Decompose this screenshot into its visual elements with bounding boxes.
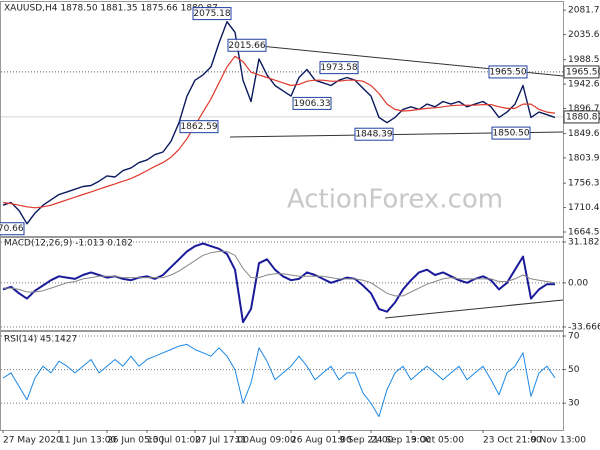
x-tick-label: 26 Jun 05:00 xyxy=(107,436,164,446)
y-tick-label: 70 xyxy=(568,332,580,342)
series-line xyxy=(2,242,555,324)
annotation-box xyxy=(319,61,359,75)
annotation-box xyxy=(488,65,528,79)
y-tick-label: 1756.35 xyxy=(568,179,600,189)
x-tick-label: 27 May 2020 xyxy=(3,436,62,446)
chart-title: XAUUSD,H4 1878.50 1881.35 1875.66 1880.8… xyxy=(4,4,218,14)
series-line xyxy=(2,55,556,209)
watermark: ActionForex.com xyxy=(287,185,503,215)
chart-title: MACD(12,26,9) -1.013 0.182 xyxy=(4,239,133,249)
chart-title: RSI(14) 45.1427 xyxy=(4,335,77,345)
level-label: 1965.50 xyxy=(566,67,600,77)
annotation-label: 1670.66 xyxy=(0,224,24,234)
annotation-box xyxy=(354,127,394,141)
y-tick-label: 1942.65 xyxy=(568,80,600,90)
annotation-box xyxy=(292,96,332,110)
annotation-box xyxy=(192,7,232,21)
y-tick-label: 0.00 xyxy=(568,278,588,288)
annotation-label: 1906.33 xyxy=(293,99,330,109)
x-tick-label: 9 Nov 13:00 xyxy=(531,436,586,446)
y-tick-label: 2081.70 xyxy=(568,6,600,16)
level-box xyxy=(563,65,600,79)
series-line xyxy=(2,343,556,418)
annotation-label: 1973.58 xyxy=(320,63,357,73)
annotation-label: 1862.59 xyxy=(180,122,217,132)
trend-line xyxy=(384,299,564,319)
annotation-box xyxy=(227,38,267,52)
y-tick-label: 1710.45 xyxy=(568,203,600,213)
x-tick-label: 23 Oct 21:00 xyxy=(483,436,542,446)
y-tick-label: 1664.55 xyxy=(568,227,600,237)
y-tick-label: -33.666 xyxy=(568,322,600,332)
x-tick-label: 27 Jul 17:00 xyxy=(195,436,249,446)
y-tick-label: 1896.75 xyxy=(568,104,600,114)
annotation-box xyxy=(491,126,531,140)
y-tick-label: 2035.65 xyxy=(568,30,600,40)
annotation-label: 1848.39 xyxy=(355,130,392,140)
annotation-label: 2015.66 xyxy=(228,41,265,51)
annotation-label: 1965.50 xyxy=(489,67,526,77)
x-tick-label: 13 Jul 01:00 xyxy=(147,436,201,446)
rsi-panel xyxy=(0,331,564,431)
y-tick-label: 31.182 xyxy=(568,238,600,248)
x-tick-label: 11 Aug 09:00 xyxy=(235,436,296,446)
y-tick-label: 50 xyxy=(568,365,580,375)
y-tick-label: 1849.60 xyxy=(568,129,600,139)
level-label: 1880.87 xyxy=(566,112,600,122)
series-line xyxy=(2,21,556,225)
x-tick-label: 9 Sep 21:00 xyxy=(339,436,394,446)
x-tick-label: 24 Sep 13:00 xyxy=(371,436,431,446)
x-tick-label: 9 Oct 05:00 xyxy=(411,436,464,446)
level-box xyxy=(563,110,600,124)
macd-panel xyxy=(0,237,564,331)
annotation-box xyxy=(179,120,219,134)
y-tick-label: 30 xyxy=(568,399,580,409)
annotation-label: 1850.50 xyxy=(492,129,529,139)
annotation-label: 2075.18 xyxy=(193,9,230,19)
y-tick-label: 1803.90 xyxy=(568,153,600,163)
x-tick-label: 26 Aug 01:00 xyxy=(291,436,352,446)
annotation-box xyxy=(0,222,25,236)
x-tick-label: 11 Jun 13:00 xyxy=(59,436,116,446)
series-line xyxy=(3,250,556,297)
y-tick-label: 1988.55 xyxy=(568,55,600,65)
